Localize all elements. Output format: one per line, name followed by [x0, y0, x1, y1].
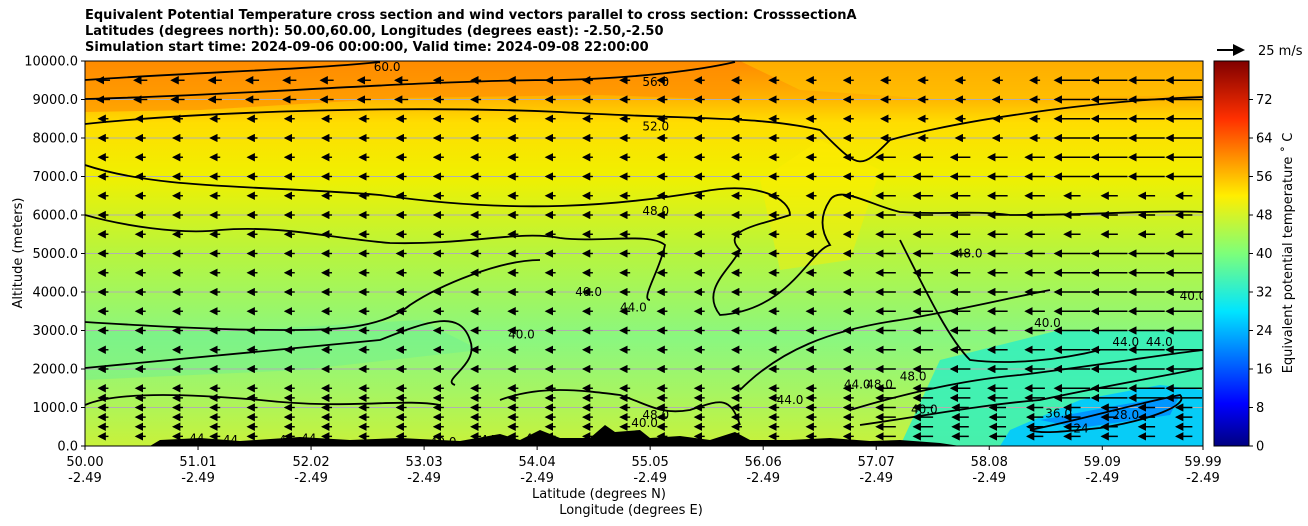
x-tick-label-lat: 58.08 — [971, 455, 1008, 470]
x-tick-label-lon: -2.49 — [859, 471, 893, 486]
x-tick-label-lon: -2.49 — [68, 471, 102, 486]
contour-label: 52.0 — [642, 119, 669, 133]
x-tick-label-lat: 50.00 — [66, 455, 103, 470]
y-tick-label: 3000.0 — [33, 324, 79, 339]
contour-label: 28.0 — [1112, 408, 1139, 422]
contour-label: 48.0 — [866, 377, 893, 391]
contour-line — [85, 214, 666, 301]
colorbar-tick-label: 64 — [1256, 132, 1273, 147]
y-tick-label: 0.0 — [57, 440, 78, 455]
x-tick-label-lon: -2.49 — [520, 471, 554, 486]
x-tick-label-lat: 54.04 — [519, 455, 556, 470]
x-axis-label-latitude: Latitude (degrees N) — [532, 487, 666, 502]
contour-label: 40.0 — [508, 327, 535, 341]
x-tick-label-lat: 53.03 — [405, 455, 442, 470]
y-tick-label: 1000.0 — [33, 401, 79, 416]
x-tick-label-lat: 52.02 — [292, 455, 329, 470]
y-tick-label: 10000.0 — [24, 55, 78, 70]
contour-label: 44.0 — [1146, 335, 1173, 349]
contour-line — [849, 349, 1203, 411]
x-tick-label-lat: 57.07 — [858, 455, 895, 470]
colorbar-tick-label: 8 — [1256, 401, 1264, 416]
contour-line — [739, 289, 1051, 391]
warm-region-upper-right — [740, 61, 1203, 100]
contour-label: 60.0 — [374, 60, 401, 74]
colorbar-tick-label: 0 — [1256, 440, 1264, 455]
y-tick-label: 4000.0 — [33, 286, 79, 301]
plot-area: 60.0 56.0 52.0 48.0 40.0 44.0 40.0 44.0 44.0 48.0… — [85, 60, 1207, 446]
contour-line — [899, 239, 1101, 363]
contour-label: 40.0 — [1034, 316, 1061, 330]
y-tick-label: 6000.0 — [33, 209, 79, 224]
x-tick-label-lat: 59.99 — [1184, 455, 1221, 470]
x-tick-label-lat: 59.09 — [1084, 455, 1121, 470]
x-tick-label-lon: -2.49 — [633, 471, 667, 486]
colorbar-label: Equivalent potential temperature ˚ C — [1280, 133, 1296, 374]
contour-label: 44.0 — [777, 393, 804, 407]
x-axis-label-longitude: Longitude (degrees E) — [559, 503, 703, 518]
x-tick-label-lat: 55.05 — [632, 455, 669, 470]
contour-label: 40.0 — [911, 402, 938, 416]
x-tick-label-lon: -2.49 — [1186, 471, 1220, 486]
colorbar-tick-label: 56 — [1256, 170, 1273, 185]
x-tick-label-lon: -2.49 — [181, 471, 215, 486]
colorbar-tick-label: 24 — [1256, 324, 1273, 339]
x-tick-label-lat: 56.06 — [745, 455, 782, 470]
chart-title-line-3: Simulation start time: 2024-09-06 00:00:… — [85, 40, 649, 55]
contour-label: 36.0 — [1045, 406, 1072, 420]
y-tick-label: 7000.0 — [33, 170, 79, 185]
y-axis: 0.0 1000.0 2000.0 3000.0 4000.0 5000.0 6000.0 7… — [24, 55, 85, 455]
contour-label: 40.0 — [631, 416, 658, 430]
terrain — [150, 425, 960, 446]
contour-line — [85, 394, 441, 406]
contour-label: 44.0 — [1112, 335, 1139, 349]
contour-label: 44.0 — [620, 300, 647, 314]
contour-line — [85, 61, 736, 100]
y-tick-label: 2000.0 — [33, 363, 79, 378]
x-axis: 50.00-2.4951.01-2.4952.02-2.4953.03-2.49… — [66, 446, 1222, 486]
quiver-key-label: 25 m/s — [1258, 44, 1303, 59]
colorbar — [1213, 60, 1250, 447]
contour-line — [85, 61, 381, 81]
x-tick-label-lon: -2.49 — [972, 471, 1006, 486]
x-tick-label-lon: -2.49 — [407, 471, 441, 486]
x-tick-label-lat: 51.01 — [179, 455, 216, 470]
chart-title-line-1: Equivalent Potential Temperature cross s… — [85, 8, 857, 23]
colorbar-tick-label: 32 — [1256, 286, 1273, 301]
contour-label: 40.0 — [1180, 289, 1207, 303]
y-axis-label: Altitude (meters) — [11, 198, 26, 309]
x-tick-label-lon: -2.49 — [746, 471, 780, 486]
colorbar-tick-label: 40 — [1256, 247, 1273, 262]
colorbar-tick-label: 72 — [1256, 93, 1273, 108]
colorbar-tick-label: 16 — [1256, 363, 1273, 378]
colorbar-ticks: 0 8 16 24 32 40 48 56 64 72 — [1249, 93, 1273, 455]
wind-vectors — [95, 76, 1202, 441]
chart-title-line-2: Latitudes (degrees north): 50.00,60.00, … — [85, 24, 664, 39]
x-tick-label-lon: -2.49 — [294, 471, 328, 486]
y-tick-label: 9000.0 — [33, 93, 79, 108]
contour-label: 24 — [1073, 422, 1088, 436]
contour-label: 56.0 — [642, 75, 669, 89]
contour-line — [85, 164, 1203, 316]
contour-label: 48.0 — [642, 204, 669, 218]
y-tick-label: 5000.0 — [33, 247, 79, 262]
colorbar-tick-label: 48 — [1256, 209, 1273, 224]
x-tick-label-lon: -2.49 — [1085, 471, 1119, 486]
contour-label: 48.0 — [900, 370, 927, 384]
y-tick-label: 8000.0 — [33, 132, 79, 147]
